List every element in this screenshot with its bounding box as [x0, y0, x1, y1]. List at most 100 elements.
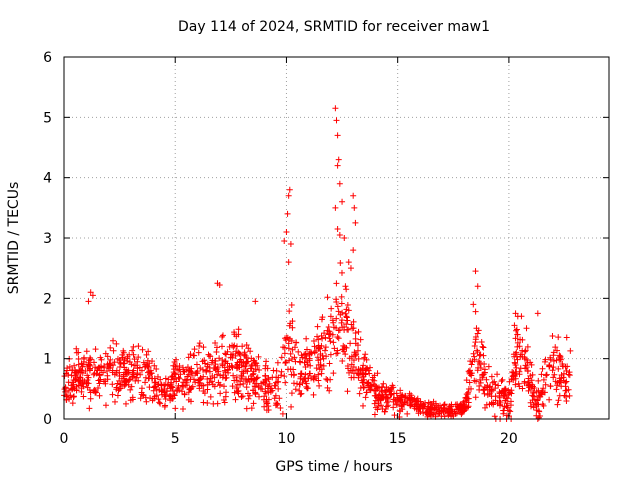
- data-point: [90, 371, 97, 378]
- data-point: [514, 356, 521, 363]
- data-point: [187, 398, 194, 405]
- data-point: [104, 363, 111, 370]
- data-point: [473, 378, 480, 385]
- data-point: [326, 360, 333, 367]
- data-point: [471, 342, 478, 349]
- data-point: [221, 367, 228, 374]
- data-point: [96, 371, 103, 378]
- data-point: [324, 294, 331, 301]
- data-point: [201, 390, 208, 397]
- data-point: [311, 343, 318, 350]
- data-point: [306, 357, 313, 364]
- x-tick-label: 10: [278, 431, 296, 447]
- data-point: [357, 336, 364, 343]
- data-point: [76, 378, 83, 385]
- data-point: [558, 383, 565, 390]
- data-point: [73, 345, 80, 352]
- data-point: [167, 385, 174, 392]
- data-point: [519, 385, 526, 392]
- data-point: [394, 394, 401, 401]
- data-point: [208, 378, 215, 385]
- data-point: [507, 402, 514, 409]
- data-point: [562, 393, 569, 400]
- data-point: [237, 356, 244, 363]
- data-point: [539, 401, 546, 408]
- data-point: [334, 132, 341, 139]
- data-point: [263, 358, 270, 365]
- x-tick-label: 0: [60, 431, 69, 447]
- data-point: [183, 366, 190, 373]
- data-point: [235, 387, 242, 394]
- data-point: [480, 352, 487, 359]
- data-point: [269, 387, 276, 394]
- data-point: [175, 367, 182, 374]
- data-point: [284, 366, 291, 373]
- data-point: [264, 365, 271, 372]
- data-point: [285, 345, 292, 352]
- data-point: [341, 235, 348, 241]
- data-point: [287, 350, 294, 357]
- data-point: [567, 347, 574, 354]
- data-point: [547, 354, 554, 361]
- data-point: [310, 338, 317, 345]
- data-point: [80, 393, 87, 400]
- data-point: [265, 406, 272, 413]
- data-point: [359, 365, 366, 372]
- data-point: [560, 370, 567, 377]
- data-point: [243, 405, 250, 412]
- data-point: [293, 339, 300, 346]
- data-point: [538, 371, 545, 378]
- data-point: [153, 365, 160, 372]
- data-point: [66, 363, 73, 370]
- data-point: [303, 335, 310, 342]
- y-axis-label: SRMTID / TECUs: [6, 182, 22, 295]
- data-point: [220, 396, 227, 403]
- data-point: [332, 204, 339, 211]
- data-point: [254, 374, 261, 381]
- data-point: [261, 403, 268, 410]
- data-point: [289, 346, 296, 353]
- data-point: [135, 354, 142, 361]
- data-point: [332, 105, 339, 112]
- data-point: [216, 355, 223, 362]
- data-point: [204, 400, 211, 407]
- data-point: [221, 399, 228, 406]
- data-point: [259, 386, 266, 393]
- data-point: [338, 300, 345, 307]
- data-point: [273, 401, 280, 408]
- data-point: [540, 385, 547, 392]
- data-point: [355, 374, 362, 381]
- data-point: [75, 361, 82, 368]
- data-point: [546, 362, 553, 369]
- data-point: [171, 370, 178, 377]
- data-point: [219, 374, 226, 381]
- data-point: [190, 352, 197, 359]
- data-point: [351, 349, 358, 356]
- data-point: [204, 381, 211, 388]
- data-point: [315, 377, 322, 384]
- data-point: [149, 375, 156, 382]
- data-point: [352, 367, 359, 374]
- data-point: [472, 308, 479, 315]
- data-point: [243, 384, 250, 391]
- data-point: [466, 379, 473, 386]
- data-point: [121, 383, 128, 390]
- data-point: [539, 365, 546, 372]
- data-point: [447, 403, 454, 410]
- data-point: [104, 372, 111, 379]
- data-point: [355, 355, 362, 362]
- data-point: [281, 344, 288, 351]
- data-point: [281, 373, 288, 380]
- data-point: [144, 357, 151, 364]
- data-point: [239, 393, 246, 400]
- data-point: [551, 371, 558, 378]
- data-point: [474, 283, 481, 290]
- data-point: [330, 339, 337, 346]
- data-point: [233, 343, 240, 350]
- data-point: [250, 400, 257, 407]
- data-point: [552, 344, 559, 351]
- data-point: [512, 335, 519, 342]
- data-point: [470, 350, 477, 357]
- data-point: [556, 392, 563, 399]
- data-point: [508, 390, 515, 397]
